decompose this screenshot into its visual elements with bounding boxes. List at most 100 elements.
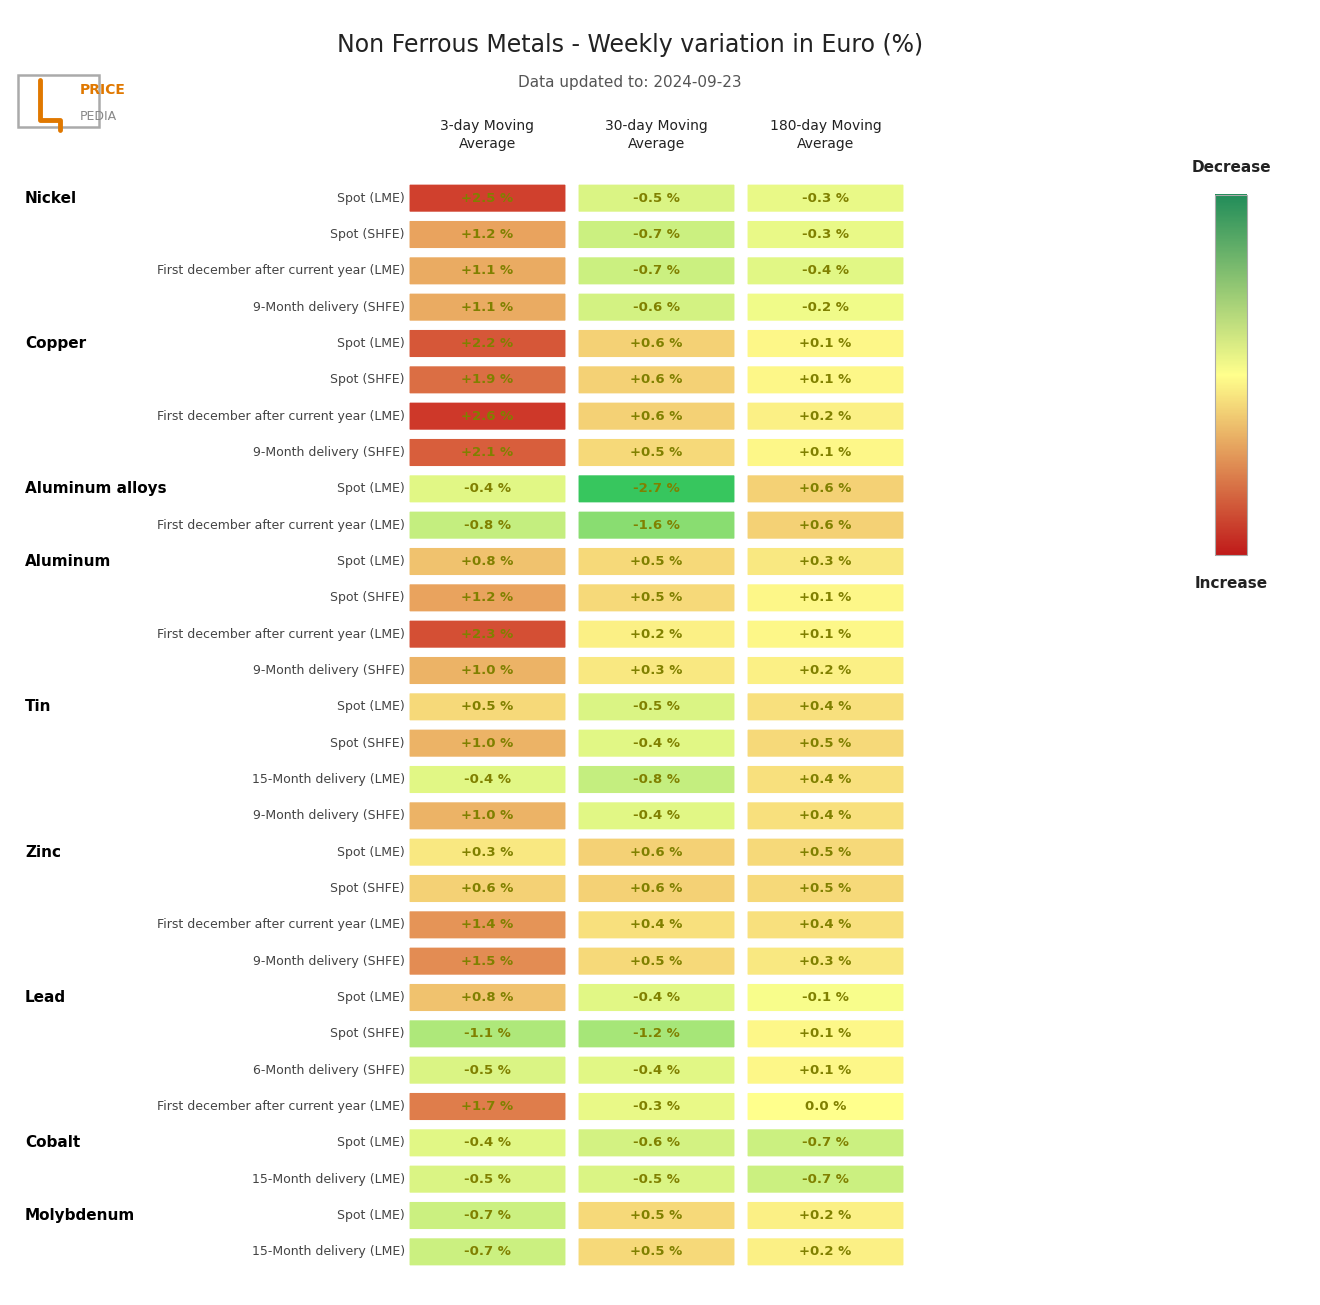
Bar <box>1214 408 1247 410</box>
Bar <box>1214 446 1247 449</box>
FancyBboxPatch shape <box>408 1201 566 1231</box>
Bar <box>1214 260 1247 261</box>
Bar <box>1214 283 1247 286</box>
Bar <box>1214 325 1247 328</box>
FancyBboxPatch shape <box>408 329 566 358</box>
Text: +2.3 %: +2.3 % <box>462 628 513 641</box>
Bar <box>1214 365 1247 368</box>
FancyBboxPatch shape <box>578 728 735 758</box>
Bar <box>1214 358 1247 360</box>
FancyBboxPatch shape <box>578 510 735 540</box>
Bar <box>1214 470 1247 472</box>
Text: 15-Month delivery (LME): 15-Month delivery (LME) <box>252 1173 405 1186</box>
FancyBboxPatch shape <box>408 547 566 576</box>
Bar <box>1214 530 1247 532</box>
Bar <box>1214 196 1247 198</box>
Bar <box>1214 337 1247 339</box>
Bar <box>1214 318 1247 320</box>
Text: +0.6 %: +0.6 % <box>631 846 682 859</box>
FancyBboxPatch shape <box>578 221 735 249</box>
FancyBboxPatch shape <box>747 692 904 722</box>
Bar <box>1214 326 1247 329</box>
Bar <box>1214 491 1247 493</box>
Text: -0.4 %: -0.4 % <box>465 1137 511 1150</box>
Bar <box>1214 531 1247 534</box>
Text: -0.8 %: -0.8 % <box>465 518 511 531</box>
FancyBboxPatch shape <box>408 221 566 249</box>
Bar <box>1214 281 1247 283</box>
Bar <box>1214 504 1247 506</box>
Text: +0.2 %: +0.2 % <box>631 628 682 641</box>
Bar <box>1214 307 1247 309</box>
FancyBboxPatch shape <box>747 438 904 467</box>
Bar <box>1214 407 1247 408</box>
Text: Spot (SHFE): Spot (SHFE) <box>330 882 405 895</box>
FancyBboxPatch shape <box>578 874 735 903</box>
Text: Zinc: Zinc <box>25 844 61 860</box>
Bar <box>1214 523 1247 526</box>
Bar <box>1214 500 1247 501</box>
Bar <box>1214 286 1247 288</box>
FancyBboxPatch shape <box>578 1164 735 1194</box>
FancyBboxPatch shape <box>578 1019 735 1048</box>
Bar <box>1214 372 1247 375</box>
Text: -0.7 %: -0.7 % <box>803 1173 849 1186</box>
Text: -1.6 %: -1.6 % <box>634 518 680 531</box>
FancyBboxPatch shape <box>578 620 735 649</box>
Bar <box>1214 200 1247 201</box>
Bar <box>1214 221 1247 223</box>
Bar <box>1214 296 1247 299</box>
Bar <box>1214 298 1247 300</box>
Bar <box>1214 487 1247 489</box>
Text: +0.1 %: +0.1 % <box>800 337 851 350</box>
Text: +0.4 %: +0.4 % <box>800 773 851 786</box>
Bar <box>1214 238 1247 240</box>
FancyBboxPatch shape <box>747 1201 904 1231</box>
Bar <box>1214 414 1247 416</box>
Text: Molybdenum: Molybdenum <box>25 1208 135 1223</box>
Bar <box>1214 378 1247 380</box>
Text: -0.4 %: -0.4 % <box>634 809 680 822</box>
Bar <box>1214 303 1247 304</box>
Bar <box>1214 341 1247 343</box>
Bar <box>1214 197 1247 200</box>
Bar <box>1214 506 1247 509</box>
Bar <box>1214 526 1247 529</box>
Bar <box>1214 234 1247 236</box>
Bar <box>1214 544 1247 547</box>
Bar <box>1214 299 1247 301</box>
Bar <box>1214 261 1247 262</box>
Text: Spot (LME): Spot (LME) <box>337 483 405 496</box>
Text: -0.5 %: -0.5 % <box>634 1173 680 1186</box>
Bar <box>1214 351 1247 352</box>
Bar <box>1214 448 1247 450</box>
Text: -0.8 %: -0.8 % <box>634 773 680 786</box>
Bar <box>1214 235 1247 238</box>
Text: +0.8 %: +0.8 % <box>461 990 513 1004</box>
Bar <box>1214 517 1247 519</box>
Bar <box>1214 335 1247 337</box>
Bar <box>1214 266 1247 269</box>
Text: +0.1 %: +0.1 % <box>800 373 851 386</box>
Bar <box>1214 536 1247 539</box>
Text: Spot (LME): Spot (LME) <box>337 555 405 568</box>
Text: +0.5 %: +0.5 % <box>631 446 682 459</box>
Bar <box>1214 211 1247 214</box>
Bar <box>1214 368 1247 371</box>
FancyBboxPatch shape <box>747 292 904 322</box>
Bar <box>1214 549 1247 552</box>
FancyBboxPatch shape <box>747 583 904 612</box>
Bar <box>1214 254 1247 257</box>
Bar <box>1214 539 1247 542</box>
Text: Lead: Lead <box>25 990 66 1005</box>
Bar <box>1214 377 1247 378</box>
Bar <box>1214 346 1247 348</box>
FancyBboxPatch shape <box>747 329 904 358</box>
Bar <box>1214 471 1247 474</box>
Bar <box>1214 522 1247 525</box>
Bar <box>1214 395 1247 397</box>
Bar <box>1214 352 1247 355</box>
FancyBboxPatch shape <box>408 1019 566 1048</box>
Bar <box>1214 480 1247 483</box>
Bar <box>1214 338 1247 341</box>
